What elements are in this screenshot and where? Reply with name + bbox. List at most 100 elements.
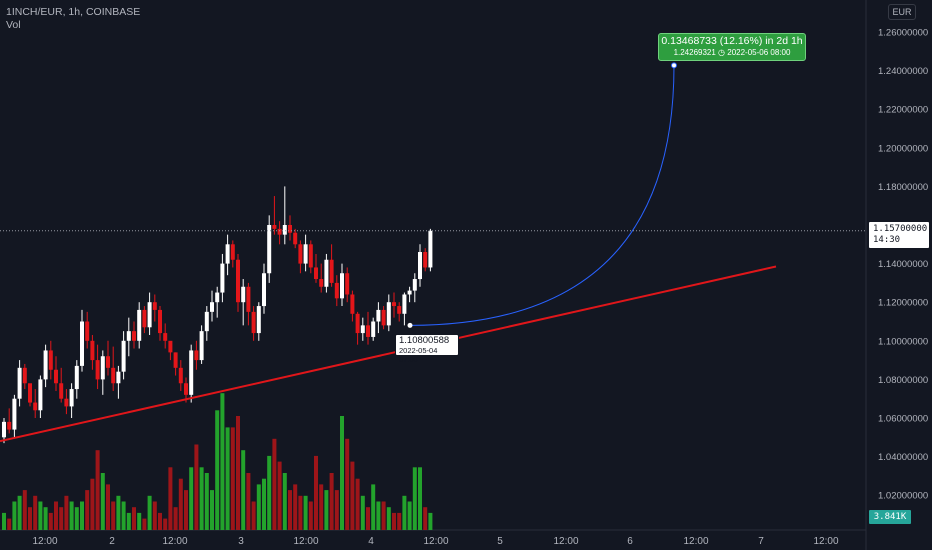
volume-bar (407, 501, 412, 530)
candle-body (106, 356, 110, 368)
volume-bar (360, 495, 365, 530)
candle-body (277, 228, 282, 235)
volume-bar (168, 467, 173, 530)
time-tick-label: 12:00 (423, 536, 448, 547)
candle-body (418, 252, 422, 280)
volume-bar (111, 501, 116, 530)
volume-bar (288, 490, 292, 530)
candle-body (334, 282, 339, 299)
volume-bar (293, 484, 298, 530)
volume-bar (236, 416, 240, 530)
volume-bars (2, 393, 433, 530)
volume-bar (69, 501, 74, 530)
volume-bar (95, 450, 100, 530)
volume-bar (282, 473, 287, 530)
candle-body (386, 302, 391, 326)
candle-body (158, 309, 162, 334)
symbol-title[interactable]: 1INCH/EUR, 1h, COINBASE (6, 6, 141, 18)
price-tick-label: 1.26000000 (878, 28, 928, 39)
candle-body (397, 306, 402, 314)
time-tick-label: 7 (758, 536, 764, 547)
volume-value-tag: 3.841K (869, 510, 911, 524)
candle-body (319, 279, 324, 287)
candle-body (137, 309, 142, 341)
volume-bar (33, 495, 38, 530)
candle-body (194, 350, 199, 361)
candle-body (22, 367, 27, 384)
candle-body (392, 302, 396, 307)
candle-body (121, 340, 126, 372)
candle-body (371, 321, 376, 337)
low-price-value: 1.10800588 (399, 335, 450, 346)
projection-start-dot (407, 322, 413, 328)
candle-body (184, 383, 188, 395)
candle-body (381, 309, 386, 326)
volume-bar (314, 455, 318, 530)
time-tick-label: 2 (109, 536, 115, 547)
volume-bar (225, 427, 230, 530)
volume-bar (74, 507, 79, 530)
candle-body (241, 286, 246, 303)
candle-body (7, 421, 12, 430)
volume-bar (48, 512, 53, 530)
volume-bar (371, 484, 376, 530)
volume-bar (381, 501, 386, 530)
candles (2, 186, 433, 444)
volume-bar (199, 467, 204, 530)
volume-bar (355, 478, 360, 530)
candle-body (100, 356, 105, 380)
volume-bar (121, 501, 126, 530)
candle-body (48, 350, 53, 370)
candle-body (402, 294, 407, 314)
price-tick-label: 1.14000000 (878, 259, 928, 270)
volume-bar (194, 444, 199, 530)
candle-body (329, 259, 334, 283)
candle-body (54, 369, 58, 384)
candle-body (80, 321, 84, 366)
candle-body (308, 244, 313, 268)
candle-body (350, 294, 355, 314)
volume-bar (397, 512, 402, 530)
currency-button[interactable]: EUR (888, 4, 916, 20)
volume-bar (12, 501, 17, 530)
volume-bar (329, 473, 334, 530)
volume-bar (366, 507, 370, 530)
bar-countdown: 14:30 (873, 235, 901, 245)
volume-bar (126, 512, 131, 530)
candle-body (59, 383, 64, 399)
candle-body (366, 325, 370, 337)
volume-bar (210, 490, 214, 530)
candle-body (412, 279, 417, 291)
time-tick-label: 6 (627, 536, 633, 547)
projection-change: 0.13468733 (12.16%) in 2d 1h (661, 35, 803, 47)
candle-body (33, 402, 38, 411)
volume-bar (277, 461, 282, 530)
volume-bar (80, 501, 84, 530)
volume-bar (189, 467, 194, 530)
time-tick-label: 12:00 (32, 536, 57, 547)
price-tick-label: 1.22000000 (878, 105, 928, 116)
projection-target: 1.24269321 ◷ 2022-05-06 08:00 (673, 48, 791, 57)
candle-body (178, 367, 183, 384)
volume-bar (85, 490, 90, 530)
volume-label[interactable]: Vol (6, 19, 21, 31)
volume-bar (298, 495, 303, 530)
candle-body (199, 331, 204, 361)
volume-bar (142, 518, 147, 530)
volume-bar (350, 461, 355, 530)
volume-bar (418, 467, 422, 530)
candle-body (293, 232, 298, 245)
candle-body (230, 244, 235, 260)
volume-bar (230, 427, 235, 530)
candle-body (173, 352, 178, 368)
candle-body (64, 398, 69, 407)
low-price-date: 2022-05-04 07:00 (399, 346, 438, 364)
candle-body (204, 311, 209, 332)
candle-body (111, 367, 116, 384)
volume-bar (345, 438, 350, 530)
candle-body (360, 325, 365, 334)
candle-body (298, 244, 303, 264)
candle-body (246, 286, 251, 312)
volume-bar (319, 484, 324, 530)
